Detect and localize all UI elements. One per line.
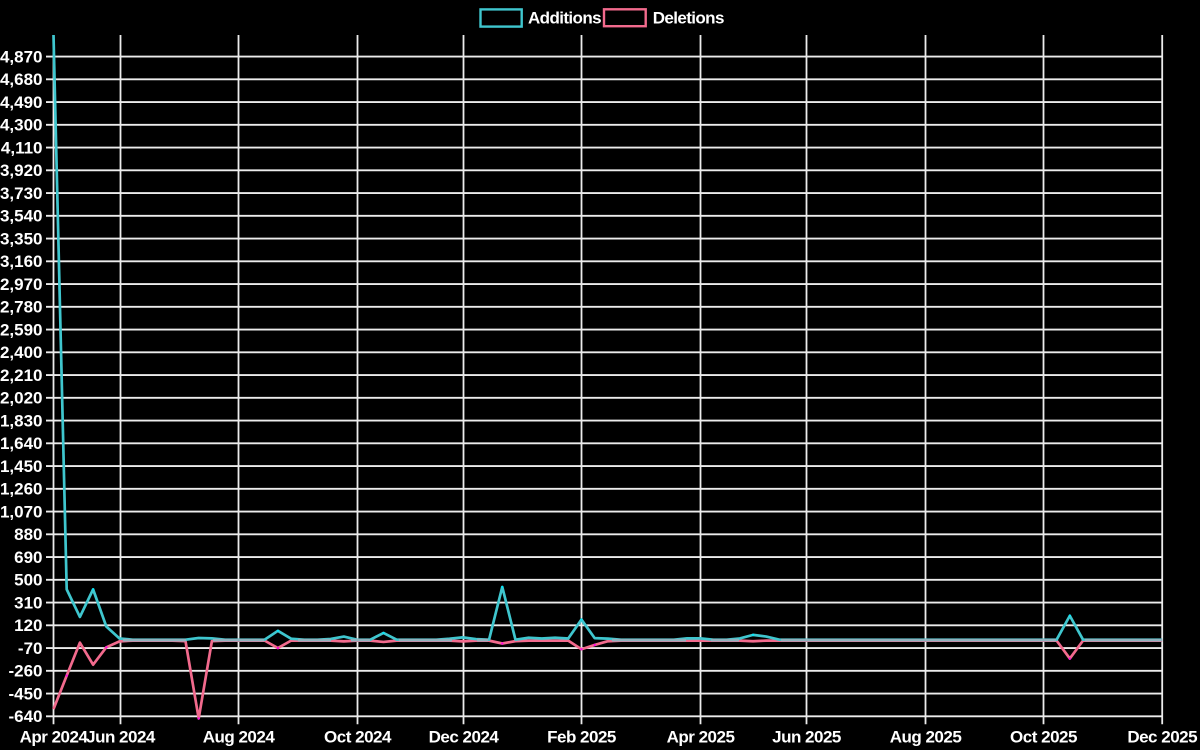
svg-text:310: 310	[14, 593, 42, 612]
svg-text:Apr 2024: Apr 2024	[20, 728, 89, 747]
svg-text:1,070: 1,070	[0, 502, 43, 521]
svg-text:3,730: 3,730	[0, 184, 43, 203]
svg-text:3,350: 3,350	[0, 229, 43, 248]
svg-text:4,110: 4,110	[1, 138, 43, 157]
svg-text:Oct 2025: Oct 2025	[1010, 728, 1077, 747]
svg-text:2,210: 2,210	[0, 366, 43, 385]
svg-text:120: 120	[14, 616, 42, 635]
svg-text:3,540: 3,540	[0, 207, 43, 226]
svg-text:Jun 2025: Jun 2025	[772, 728, 841, 747]
svg-text:Aug 2024: Aug 2024	[203, 728, 276, 747]
svg-text:Apr 2025: Apr 2025	[667, 728, 735, 747]
svg-text:2,970: 2,970	[0, 275, 43, 294]
svg-text:3,160: 3,160	[0, 252, 43, 271]
svg-text:4,300: 4,300	[0, 116, 43, 135]
svg-text:880: 880	[14, 525, 42, 544]
svg-text:500: 500	[14, 571, 42, 590]
svg-text:1,450: 1,450	[0, 457, 43, 476]
svg-text:Additions: Additions	[528, 9, 601, 28]
svg-text:1,830: 1,830	[0, 411, 43, 430]
svg-text:2,780: 2,780	[0, 298, 43, 317]
svg-text:Dec 2024: Dec 2024	[429, 728, 500, 747]
svg-text:2,020: 2,020	[0, 389, 43, 408]
svg-text:-640: -640	[8, 707, 42, 726]
svg-text:1,640: 1,640	[0, 434, 43, 453]
svg-text:4,680: 4,680	[0, 70, 43, 89]
svg-text:2,400: 2,400	[0, 343, 43, 362]
svg-text:4,870: 4,870	[0, 47, 43, 66]
svg-text:Jun 2024: Jun 2024	[86, 728, 156, 747]
svg-text:3,920: 3,920	[0, 161, 43, 180]
svg-text:Feb 2025: Feb 2025	[547, 728, 616, 747]
svg-text:Deletions: Deletions	[653, 9, 724, 28]
svg-text:-260: -260	[8, 662, 42, 681]
svg-text:Dec 2025: Dec 2025	[1127, 728, 1197, 747]
svg-text:Oct 2024: Oct 2024	[324, 728, 392, 747]
svg-text:Aug 2025: Aug 2025	[890, 728, 962, 747]
svg-text:4,490: 4,490	[0, 93, 43, 112]
svg-text:2,590: 2,590	[0, 320, 43, 339]
svg-text:690: 690	[14, 548, 42, 567]
svg-text:-70: -70	[18, 639, 43, 658]
svg-text:-450: -450	[8, 684, 42, 703]
svg-text:1,260: 1,260	[0, 480, 43, 499]
